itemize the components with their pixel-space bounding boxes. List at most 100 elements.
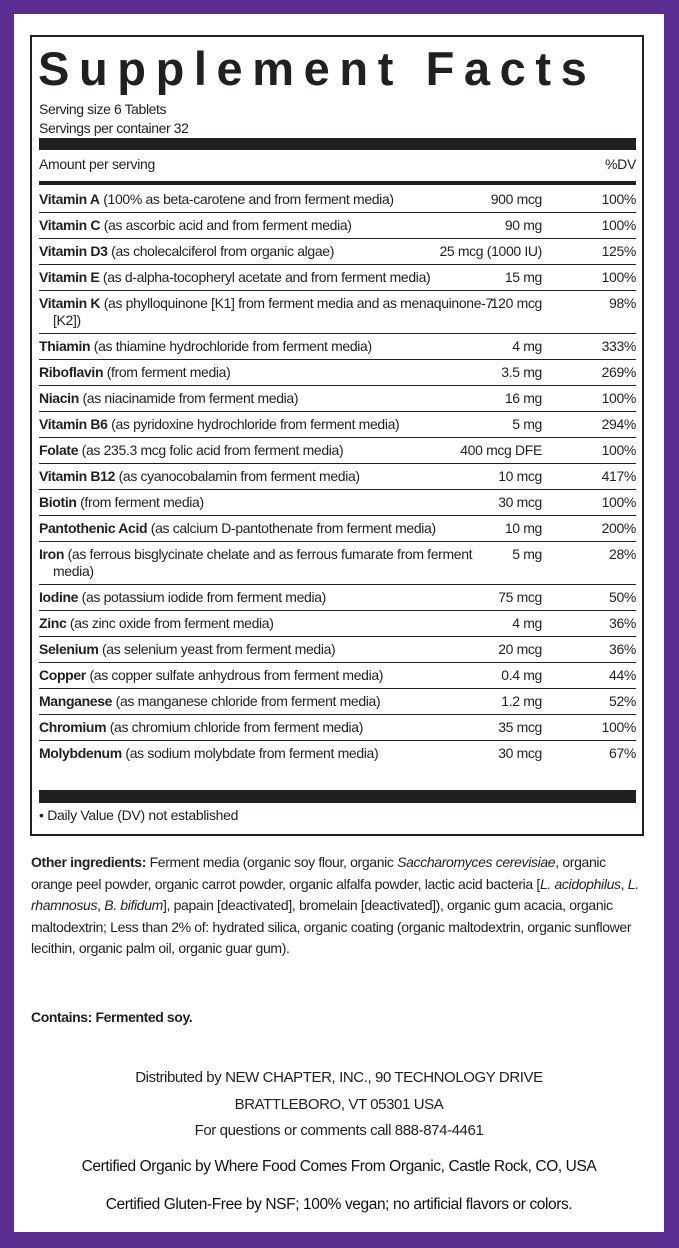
nutrient-source: (as pyridoxine hydrochloride from fermen… [107,416,400,432]
nutrient-row: Thiamin (as thiamine hydrochloride from … [39,334,636,360]
nutrient-row: Selenium (as selenium yeast from ferment… [39,637,636,663]
nutrient-name: Vitamin D3 (as cholecalciferol from orga… [39,243,493,260]
nutrient-row: Vitamin B6 (as pyridoxine hydrochloride … [39,412,636,438]
nutrient-source: (as calcium D-pantothenate from ferment … [147,520,436,536]
nutrient-row: Vitamin B12 (as cyanocobalamin from ferm… [39,464,636,490]
nutrient-row: Pantothenic Acid (as calcium D-pantothen… [39,516,636,542]
nutrient-amount: 1.2 mg [501,693,542,709]
nutrient-dv: 67% [609,745,636,761]
supplement-facts-box: Supplement Facts Serving size 6 Tablets … [30,35,644,836]
nutrient-name: Manganese (as manganese chloride from fe… [39,693,493,710]
nutrient-name: Folate (as 235.3 mcg folic acid from fer… [39,442,493,459]
other-ingredients: Other ingredients: Ferment media (organi… [31,852,641,960]
nutrient-amount: 0.4 mg [501,667,542,683]
nutrient-label: Vitamin E [39,269,100,285]
nutrient-source: (as niacinamide from ferment media) [78,390,299,406]
ingredients-italic: Saccharomyces cerevisiae [397,854,556,870]
nutrient-amount: 30 mcg [498,494,542,510]
nutrient-dv: 100% [601,217,637,233]
ingredients-italic: L. rhamnosus [31,875,639,914]
nutrient-name: Selenium (as selenium yeast from ferment… [39,641,493,658]
nutrient-amount: 90 mg [504,217,543,233]
allergen-statement: Contains: Fermented soy. [31,1009,193,1025]
nutrient-label: Molybdenum [39,745,122,761]
nutrient-row: Zinc (as zinc oxide from ferment media) 4… [39,611,636,637]
ingredients-text: , [620,875,628,892]
serving-size: Serving size 6 Tablets [39,101,167,117]
nutrient-label: Manganese [39,693,113,709]
medium-divider [39,181,636,185]
nutrient-dv: 36% [609,641,636,657]
nutrient-label: Folate [39,442,79,458]
nutrient-dv: 100% [601,269,637,285]
thick-divider-bottom [39,790,636,803]
nutrient-amount: 900 mcg [490,191,543,207]
nutrient-name: Vitamin B12 (as cyanocobalamin from ferm… [39,468,493,485]
nutrient-dv: 52% [609,693,636,709]
nutrient-row: Iron (as ferrous bisglycinate chelate an… [39,542,636,585]
dv-header: %DV [605,156,636,172]
nutrient-label: Iodine [39,589,79,605]
nutrient-label: Vitamin C [39,217,101,233]
thick-divider [39,138,636,150]
ingredients-text: ], papain [deactivated], bromelain [deac… [31,897,632,956]
ingredients-italic: B. bifidum [104,897,163,913]
nutrient-label: Vitamin B12 [39,468,116,484]
nutrient-name: Pantothenic Acid (as calcium D-pantothen… [39,520,493,537]
nutrient-amount: 16 mg [504,390,543,406]
servings-per-container: Servings per container 32 [39,120,189,136]
nutrient-row: Copper (as copper sulfate anhydrous from… [39,663,636,689]
nutrient-name: Niacin (as niacinamide from ferment medi… [39,390,493,407]
nutrient-label: Pantothenic Acid [39,520,148,536]
nutrient-dv: 28% [609,546,636,562]
ingredients-text: , organic orange peel powder, organic ca… [31,854,606,892]
nutrient-row: Vitamin E (as d-alpha-tocopheryl acetate… [39,265,636,291]
nutrient-label: Vitamin K [39,295,101,311]
nutrient-source: (as potassium iodide from ferment media) [78,589,327,605]
nutrient-label: Vitamin B6 [39,416,108,432]
column-header: Amount per serving %DV [39,155,636,173]
nutrient-name: Zinc (as zinc oxide from ferment media) [39,615,493,632]
nutrient-source: (as phylloquinone [K1] from ferment medi… [53,295,493,328]
nutrient-amount: 4 mg [512,615,542,631]
nutrient-dv: 269% [601,364,637,380]
nutrient-name: Vitamin A (100% as beta-carotene and fro… [39,191,493,208]
nutrient-amount: 400 mcg DFE [460,442,542,458]
nutrient-label: Biotin [39,494,77,510]
nutrient-name: Copper (as copper sulfate anhydrous from… [39,667,493,684]
nutrient-row: Vitamin A (100% as beta-carotene and fro… [39,187,636,213]
nutrient-source: (as cyanocobalamin from ferment media) [115,468,361,484]
contact-phone: For questions or comments call 888-874-4… [194,1122,484,1139]
nutrient-source: (as zinc oxide from ferment media) [66,615,274,631]
nutrient-row: Folate (as 235.3 mcg folic acid from fer… [39,438,636,464]
distributor-city: BRATTLEBORO, VT 05301 USA [234,1096,444,1113]
nutrient-source: (as chromium chloride from ferment media… [106,719,364,735]
nutrient-name: Chromium (as chromium chloride from ferm… [39,719,493,736]
nutrient-name: Thiamin (as thiamine hydrochloride from … [39,338,493,355]
nutrient-label: Chromium [39,719,107,735]
nutrient-name: Vitamin E (as d-alpha-tocopheryl acetate… [39,269,493,286]
nutrient-table: Vitamin A (100% as beta-carotene and fro… [39,187,636,766]
nutrient-source: (as copper sulfate anhydrous from fermen… [85,667,384,683]
nutrient-dv: 98% [609,295,636,311]
nutrient-row: Vitamin C (as ascorbic acid and from fer… [39,213,636,239]
nutrient-row: Biotin (from ferment media) 30 mcg 100% [39,490,636,516]
ingredients-italic: L. acidophilus [539,875,621,892]
nutrient-dv: 100% [601,719,637,735]
organic-certification: Certified Organic by Where Food Comes Fr… [81,1158,597,1175]
distributor-line: Distributed by NEW CHAPTER, INC., 90 TEC… [135,1069,543,1086]
nutrient-source: (from ferment media) [103,364,231,380]
nutrient-source: (as d-alpha-tocopheryl acetate and from … [99,269,431,285]
nutrient-label: Niacin [39,390,79,406]
nutrient-name: Iron (as ferrous bisglycinate chelate an… [39,546,493,580]
nutrient-row: Vitamin K (as phylloquinone [K1] from fe… [39,291,636,334]
nutrient-name: Riboflavin (from ferment media) [39,364,493,381]
nutrient-amount: 20 mcg [498,641,542,657]
nutrient-dv: 100% [601,442,637,458]
nutrient-dv: 100% [601,494,637,510]
nutrient-amount: 35 mcg [498,719,542,735]
nutrient-row: Manganese (as manganese chloride from fe… [39,689,636,715]
nutrient-name: Biotin (from ferment media) [39,494,493,511]
nutrient-row: Chromium (as chromium chloride from ferm… [39,715,636,741]
nutrient-amount: 25 mcg (1000 IU) [439,243,542,259]
